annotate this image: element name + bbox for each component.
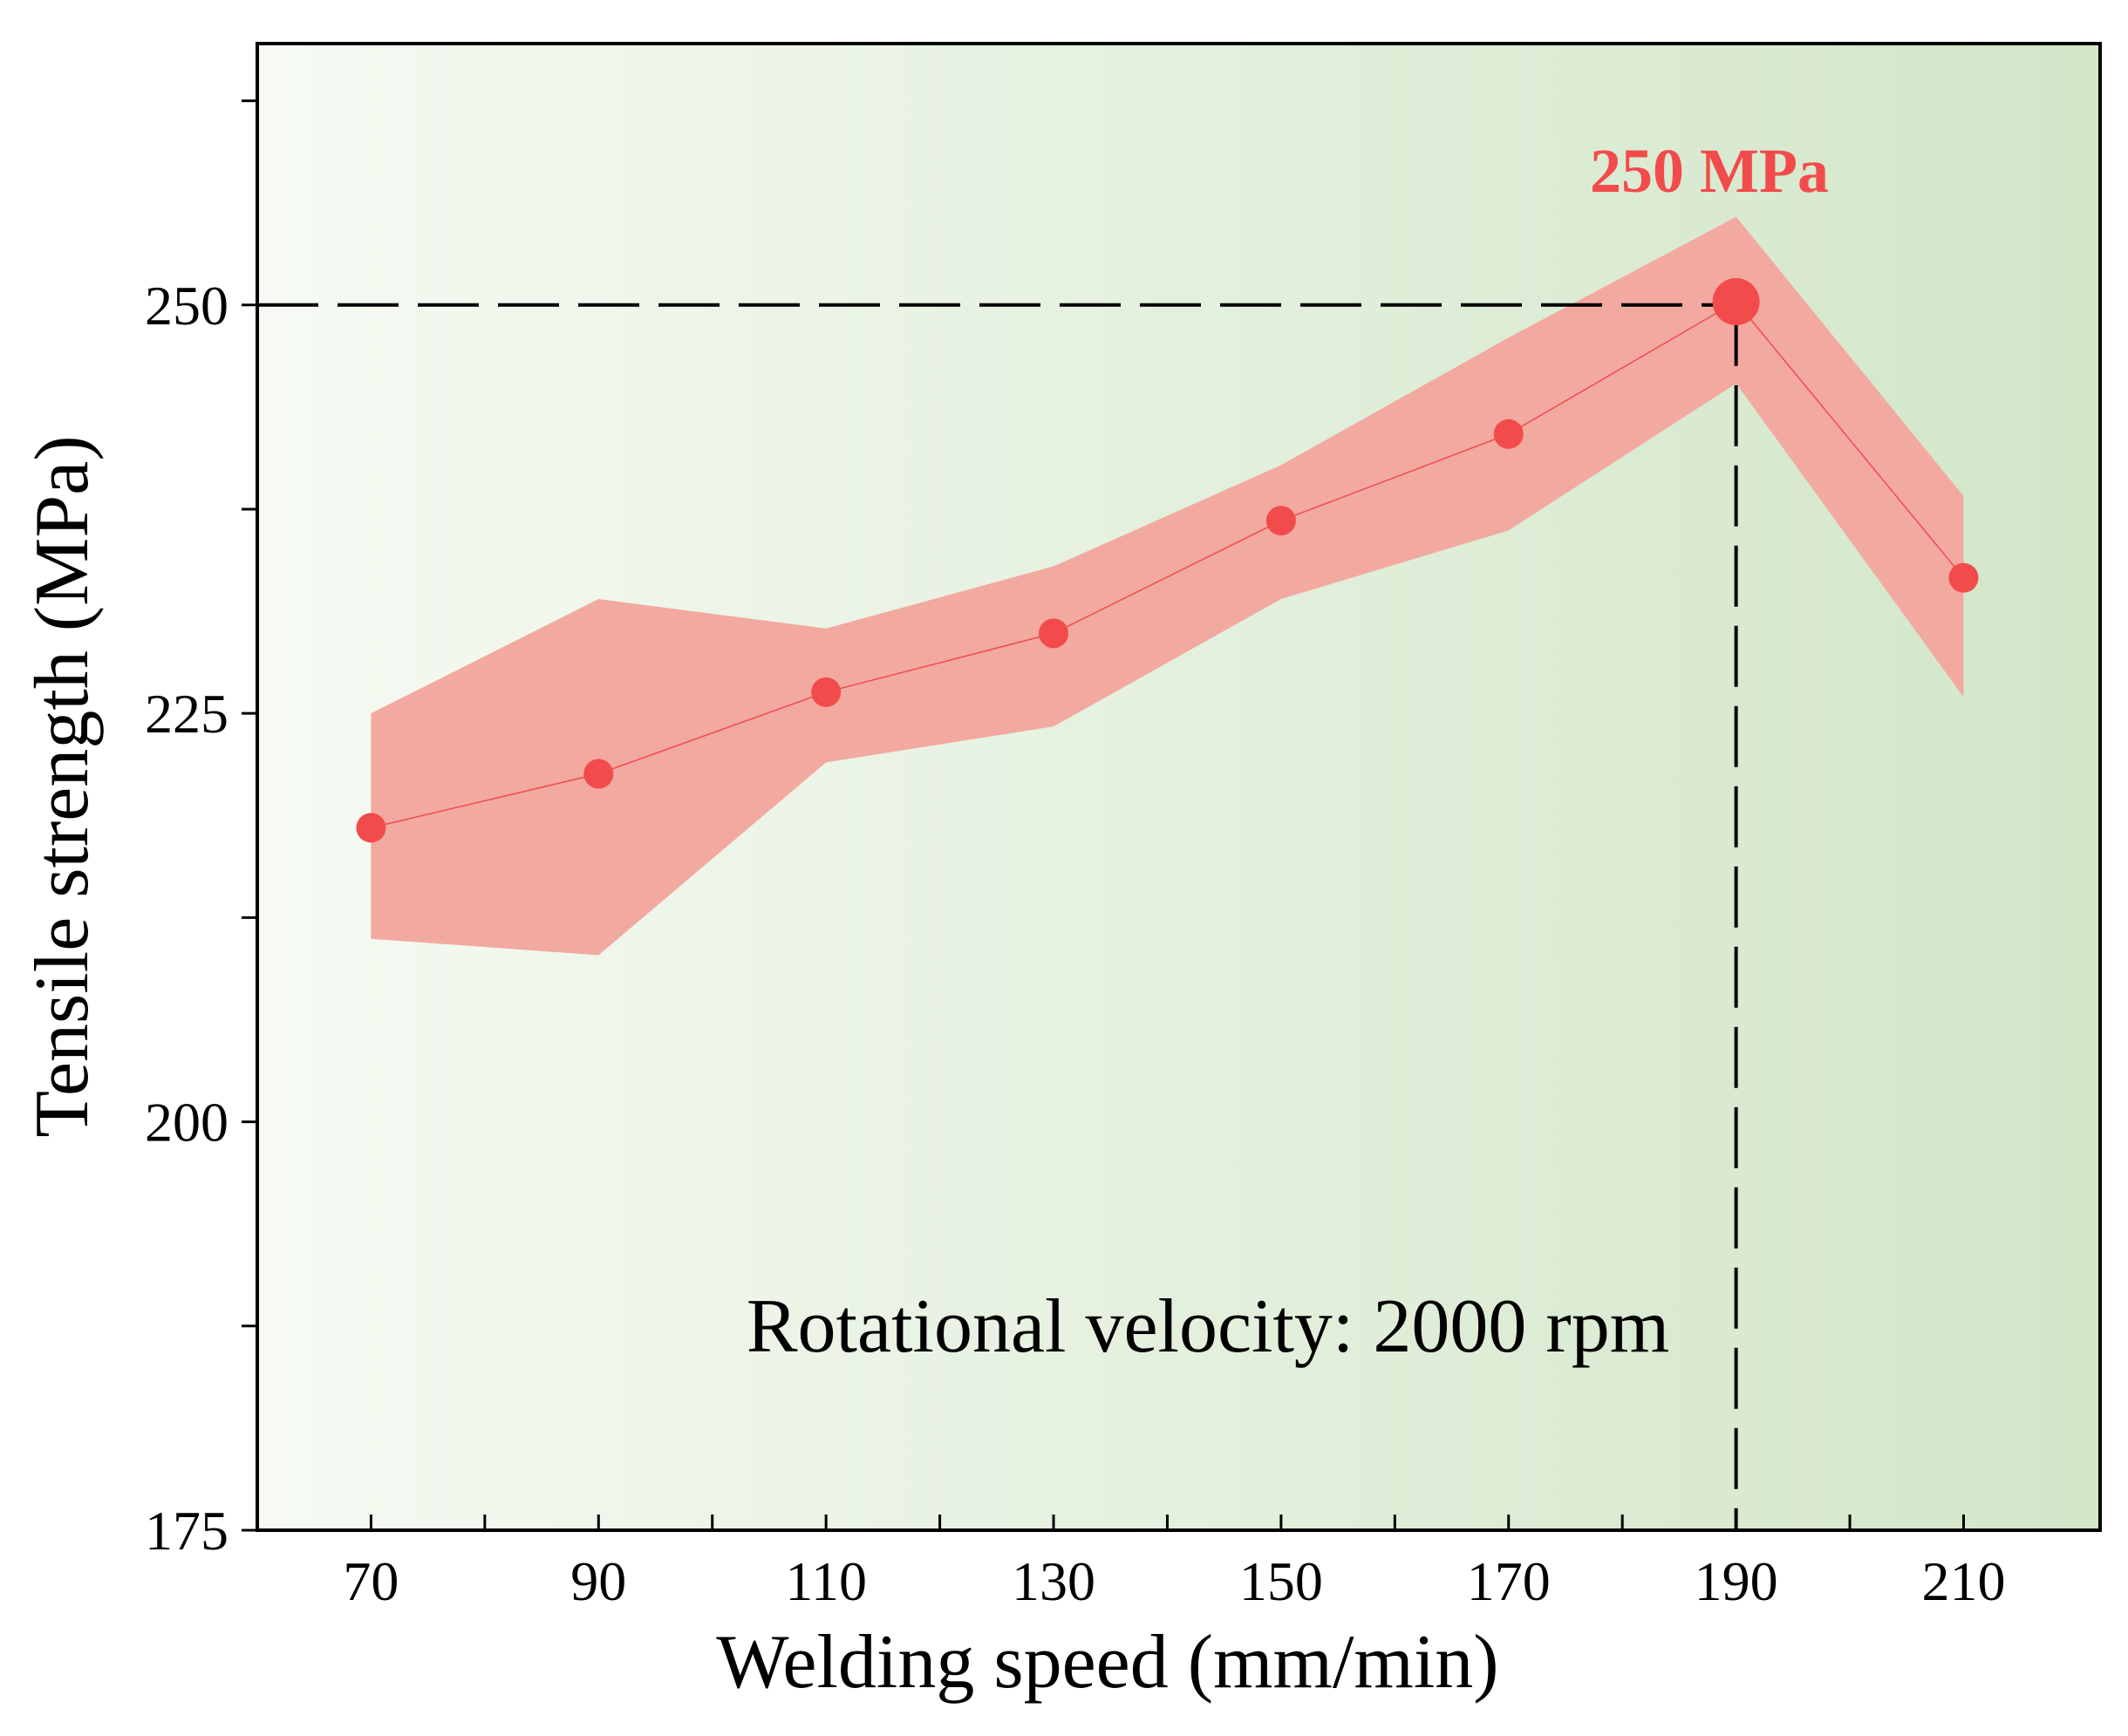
- y-tick-label: 225: [145, 683, 228, 745]
- reference-lines-layer: [257, 303, 1738, 1530]
- data-point: [1039, 618, 1069, 649]
- axis-ticks-layer: [242, 99, 1965, 1532]
- x-tick-label: 150: [1239, 1550, 1323, 1612]
- y-tick-label: 200: [145, 1092, 228, 1154]
- data-point: [583, 759, 614, 789]
- plot-frame: [256, 42, 2102, 1532]
- rotational-velocity-annotation: Rotational velocity: 2000 rpm: [747, 1284, 1669, 1369]
- data-point-peak: [1712, 278, 1760, 326]
- x-tick-label: 90: [570, 1550, 626, 1612]
- data-point: [356, 813, 386, 843]
- x-tick-label: 210: [1921, 1550, 2005, 1612]
- highlight-value-label: 250 MPa: [1590, 136, 1829, 206]
- series-line: [371, 301, 1965, 829]
- data-point: [1948, 562, 1979, 593]
- data-point: [1265, 506, 1296, 536]
- x-tick-label: 130: [1012, 1550, 1095, 1612]
- data-points-layer: [356, 278, 1979, 843]
- x-axis-title: Welding speed (mm/min): [716, 1620, 1498, 1705]
- x-tick-label: 190: [1695, 1550, 1778, 1612]
- y-axis-title: Tensile strength (MPa): [20, 435, 105, 1137]
- data-point: [1493, 419, 1524, 449]
- x-tick-label: 170: [1467, 1550, 1551, 1612]
- x-tick-label: 70: [343, 1550, 399, 1612]
- x-tick-label: 110: [785, 1550, 867, 1612]
- y-tick-label: 175: [145, 1500, 228, 1562]
- data-point: [811, 677, 842, 707]
- series-line-layer: [371, 301, 1965, 829]
- y-tick-label: 250: [145, 275, 228, 337]
- tick-labels-layer: 70 90 110 130 150 170 190 210 175 200 225 250: [145, 275, 2005, 1612]
